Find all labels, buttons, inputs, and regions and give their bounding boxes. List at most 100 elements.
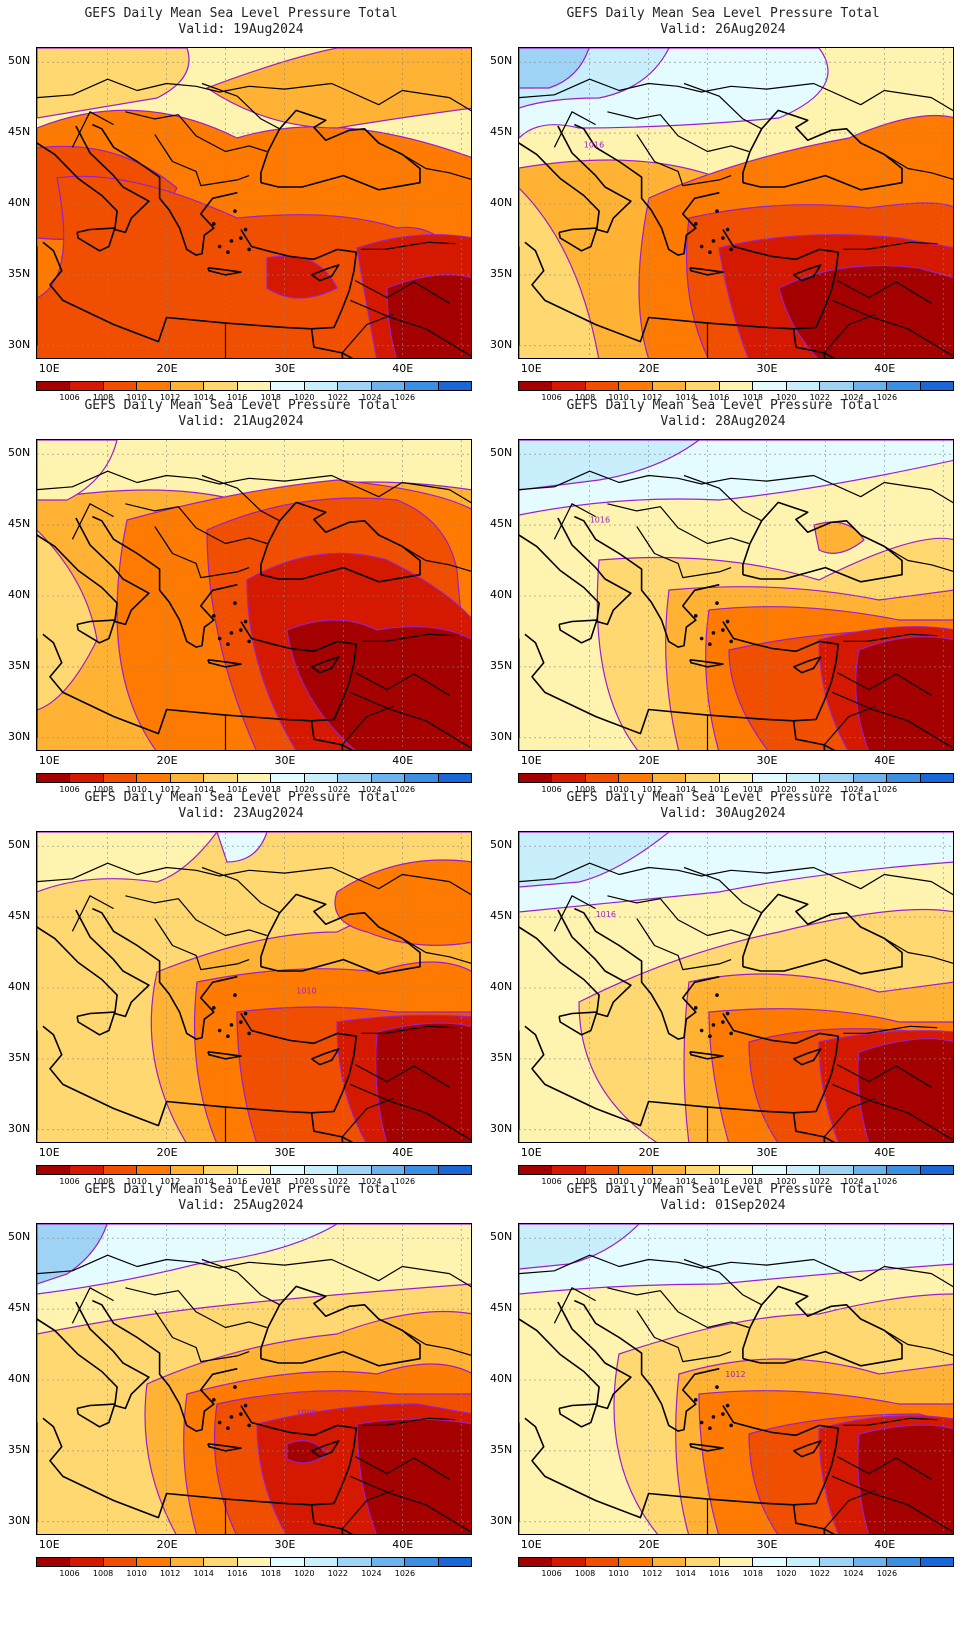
colorbar-swatch	[438, 1166, 472, 1174]
island-mark	[711, 631, 716, 635]
coastline	[519, 125, 632, 234]
colorbar-label: 1024	[361, 1569, 382, 1578]
island-mark	[217, 244, 222, 249]
colorbar-swatch	[853, 1166, 888, 1174]
colorbar-label: 1018	[742, 393, 763, 402]
country-border	[836, 1456, 932, 1480]
colorbar-label: 1012	[159, 393, 181, 402]
pressure-shading	[37, 440, 118, 501]
country-border	[354, 1456, 450, 1480]
coastline	[42, 1405, 358, 1519]
coastline	[92, 123, 238, 256]
island-mark	[715, 1385, 719, 1389]
island-mark	[708, 1426, 712, 1431]
island-mark	[708, 1034, 712, 1039]
country-border	[883, 1329, 953, 1356]
colorbar-swatch	[338, 1166, 372, 1174]
country-border	[125, 111, 267, 153]
country-border	[607, 895, 749, 937]
country-border	[836, 672, 932, 696]
colorbar-swatch	[753, 1558, 787, 1566]
colorbar-label: 1020	[776, 1177, 797, 1186]
island-mark	[708, 250, 712, 255]
colorbar-swatch	[652, 774, 687, 782]
coastline	[260, 501, 421, 583]
colorbar-swatch	[371, 1558, 406, 1566]
country-border	[71, 1287, 114, 1324]
colorbar-swatch	[820, 1558, 854, 1566]
coastline	[823, 744, 836, 750]
latitude-tick-label: 45N	[8, 1301, 31, 1315]
colorbar-swatch	[371, 382, 406, 390]
colorbar-label: 1008	[92, 1177, 114, 1186]
pressure-map	[36, 47, 472, 359]
country-border	[354, 672, 450, 696]
longitude-tick-label: 40E	[392, 1146, 414, 1159]
colorbar-swatch	[753, 774, 787, 782]
latitude-tick-label: 30N	[8, 729, 31, 743]
colorbar-label: 1010	[608, 1569, 629, 1578]
coastline	[793, 1440, 822, 1458]
colorbar-label: 1026	[876, 1569, 898, 1578]
colorbar-labels: 1006 1008 1010 1012 1014 1016 1018 1020 1022 1024…	[518, 393, 954, 405]
contour-label: 1016	[590, 515, 610, 524]
country-border	[350, 691, 471, 749]
latitude-tick-label: 45N	[490, 125, 513, 139]
panel-valid-date: Valid: 19Aug2024	[178, 22, 304, 37]
island-mark	[226, 642, 230, 647]
panel-title: GEFS Daily Mean Sea Level Pressure Total	[84, 398, 398, 413]
coastline	[689, 659, 724, 668]
longitude-tick-label: 40E	[392, 1538, 414, 1551]
pressure-map-svg: 1016	[519, 440, 953, 750]
country-border	[607, 503, 749, 545]
colorbar-swatch	[853, 1558, 888, 1566]
island-mark	[211, 1006, 216, 1010]
colorbar-label: 1016	[709, 1177, 730, 1186]
latitude-tick-label: 30N	[490, 1513, 513, 1527]
panel-valid-date: Valid: 28Aug2024	[660, 414, 786, 429]
map-panel: GEFS Daily Mean Sea Level Pressure Total…	[0, 0, 482, 410]
latitude-tick-label: 50N	[490, 446, 513, 460]
island-mark	[721, 1412, 725, 1416]
country-border	[154, 1310, 250, 1363]
colorbar-swatch	[338, 774, 372, 782]
colorbar-label: 1016	[227, 1569, 248, 1578]
island-mark	[725, 1403, 730, 1408]
colorbar-swatch	[37, 382, 71, 390]
colorbar-swatch	[204, 1166, 238, 1174]
pressure-map: 1012	[518, 1223, 954, 1535]
pressure-shading	[778, 264, 953, 358]
latitude-tick-label: 40N	[8, 980, 31, 993]
colorbar-label: 1024	[843, 785, 864, 794]
island-mark	[211, 222, 216, 226]
latitude-tick-label: 30N	[8, 1513, 31, 1527]
colorbar-swatch	[137, 382, 171, 390]
pressure-shading	[375, 1022, 471, 1142]
coastline	[311, 656, 340, 674]
country-border	[201, 474, 280, 522]
colorbar-swatch	[170, 382, 205, 390]
coastline	[524, 229, 840, 343]
coastline	[524, 621, 840, 735]
colorbar-swatch	[70, 774, 104, 782]
colorbar-label: 1026	[394, 1569, 416, 1578]
colorbar-swatch	[887, 774, 921, 782]
longitude-tick-label: 20E	[638, 754, 660, 767]
colorbar-label: 1016	[227, 785, 248, 794]
longitude-tick-label: 10E	[520, 362, 542, 375]
coastline	[207, 1443, 242, 1452]
island-mark	[693, 614, 698, 618]
colorbar-label: 1020	[776, 785, 797, 794]
longitude-tick-label: 10E	[38, 754, 60, 767]
latitude-tick-label: 45N	[490, 517, 513, 531]
contour-label: 1012	[725, 1370, 745, 1379]
colorbar-labels: 1006 1008 1010 1012 1014 1016 1018 1020 1022 1024…	[36, 1177, 472, 1189]
colorbar-swatch	[719, 382, 754, 390]
colorbar-swatch	[552, 774, 586, 782]
colorbar-swatch	[237, 774, 272, 782]
island-mark	[229, 239, 234, 243]
latitude-tick-label: 45N	[490, 909, 513, 923]
colorbar-swatch	[70, 382, 104, 390]
coastline	[558, 1403, 598, 1428]
colorbar-label: 1022	[327, 785, 349, 794]
